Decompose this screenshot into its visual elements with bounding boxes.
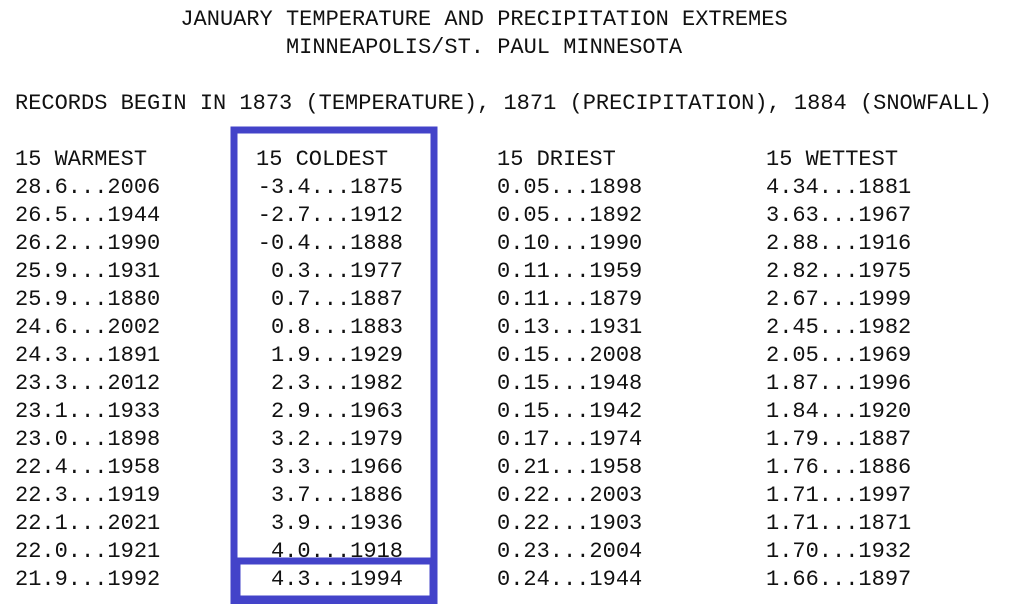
table-entry: 1.66...1897 bbox=[766, 567, 911, 592]
table-entry: 1.79...1887 bbox=[766, 427, 911, 452]
table-entry: 23.0...1898 bbox=[15, 427, 160, 452]
table-entry: 25.9...1931 bbox=[15, 259, 160, 284]
table-entry: 25.9...1880 bbox=[15, 287, 160, 312]
table-entry: 28.6...2006 bbox=[15, 175, 160, 200]
table-entry: 0.8...1883 bbox=[271, 315, 403, 340]
table-entry: 2.9...1963 bbox=[271, 399, 403, 424]
table-entry: 23.3...2012 bbox=[15, 371, 160, 396]
column-header: 15 COLDEST bbox=[256, 147, 388, 172]
table-entry: 0.15...2008 bbox=[497, 343, 642, 368]
table-entry: 2.67...1999 bbox=[766, 287, 911, 312]
table-entry: -3.4...1875 bbox=[258, 175, 403, 200]
table-entry: 1.71...1871 bbox=[766, 511, 911, 536]
table-entry: 0.05...1892 bbox=[497, 203, 642, 228]
table-entry: 3.2...1979 bbox=[271, 427, 403, 452]
table-entry: 0.15...1948 bbox=[497, 371, 642, 396]
table-entry: 0.10...1990 bbox=[497, 231, 642, 256]
column-header: 15 WETTEST bbox=[766, 147, 898, 172]
title: JANUARY TEMPERATURE AND PRECIPITATION EX… bbox=[180, 7, 787, 32]
table-entry: 1.9...1929 bbox=[271, 343, 403, 368]
table-entry: -2.7...1912 bbox=[258, 203, 403, 228]
table-entry: 24.3...1891 bbox=[15, 343, 160, 368]
table-entry: 3.9...1936 bbox=[271, 511, 403, 536]
table-entry: 0.21...1958 bbox=[497, 455, 642, 480]
table-entry: 3.63...1967 bbox=[766, 203, 911, 228]
column-header: 15 WARMEST bbox=[15, 147, 147, 172]
table-entry: 23.1...1933 bbox=[15, 399, 160, 424]
table-entry: 24.6...2002 bbox=[15, 315, 160, 340]
table-entry: 22.0...1921 bbox=[15, 539, 160, 564]
table-entry: 0.15...1942 bbox=[497, 399, 642, 424]
table-entry: 1.71...1997 bbox=[766, 483, 911, 508]
table-entry: 4.34...1881 bbox=[766, 175, 911, 200]
table-entry: 3.7...1886 bbox=[271, 483, 403, 508]
table-entry: 0.3...1977 bbox=[271, 259, 403, 284]
table-entry: 0.11...1879 bbox=[497, 287, 642, 312]
table-entry: 26.5...1944 bbox=[15, 203, 160, 228]
table-entry: 0.24...1944 bbox=[497, 567, 642, 592]
table-entry: 26.2...1990 bbox=[15, 231, 160, 256]
table-entry: 0.7...1887 bbox=[271, 287, 403, 312]
table-entry: 2.05...1969 bbox=[766, 343, 911, 368]
table-entry: 1.76...1886 bbox=[766, 455, 911, 480]
highlight-row-box bbox=[233, 557, 437, 603]
table-entry: 2.82...1975 bbox=[766, 259, 911, 284]
column-header: 15 DRIEST bbox=[497, 147, 616, 172]
table-entry: -0.4...1888 bbox=[258, 231, 403, 256]
table-entry: 0.23...2004 bbox=[497, 539, 642, 564]
table-entry: 0.22...2003 bbox=[497, 483, 642, 508]
table-entry: 0.13...1931 bbox=[497, 315, 642, 340]
table-entry: 22.1...2021 bbox=[15, 511, 160, 536]
table-entry: 1.70...1932 bbox=[766, 539, 911, 564]
table-entry: 1.84...1920 bbox=[766, 399, 911, 424]
table-entry: 2.88...1916 bbox=[766, 231, 911, 256]
subtitle: MINNEAPOLIS/ST. PAUL MINNESOTA bbox=[286, 35, 683, 60]
table-entry: 4.3...1994 bbox=[271, 567, 403, 592]
table-entry: 0.11...1959 bbox=[497, 259, 642, 284]
table-entry: 0.22...1903 bbox=[497, 511, 642, 536]
table-entry: 3.3...1966 bbox=[271, 455, 403, 480]
records-note: RECORDS BEGIN IN 1873 (TEMPERATURE), 187… bbox=[15, 91, 992, 116]
table-entry: 2.45...1982 bbox=[766, 315, 911, 340]
table-entry: 2.3...1982 bbox=[271, 371, 403, 396]
table-entry: 22.3...1919 bbox=[15, 483, 160, 508]
table-entry: 21.9...1992 bbox=[15, 567, 160, 592]
table-entry: 22.4...1958 bbox=[15, 455, 160, 480]
table-entry: 0.05...1898 bbox=[497, 175, 642, 200]
table-entry: 0.17...1974 bbox=[497, 427, 642, 452]
table-entry: 1.87...1996 bbox=[766, 371, 911, 396]
table: 15 WARMEST 28.6...2006 26.5...1944 26.2...1… bbox=[15, 147, 911, 592]
